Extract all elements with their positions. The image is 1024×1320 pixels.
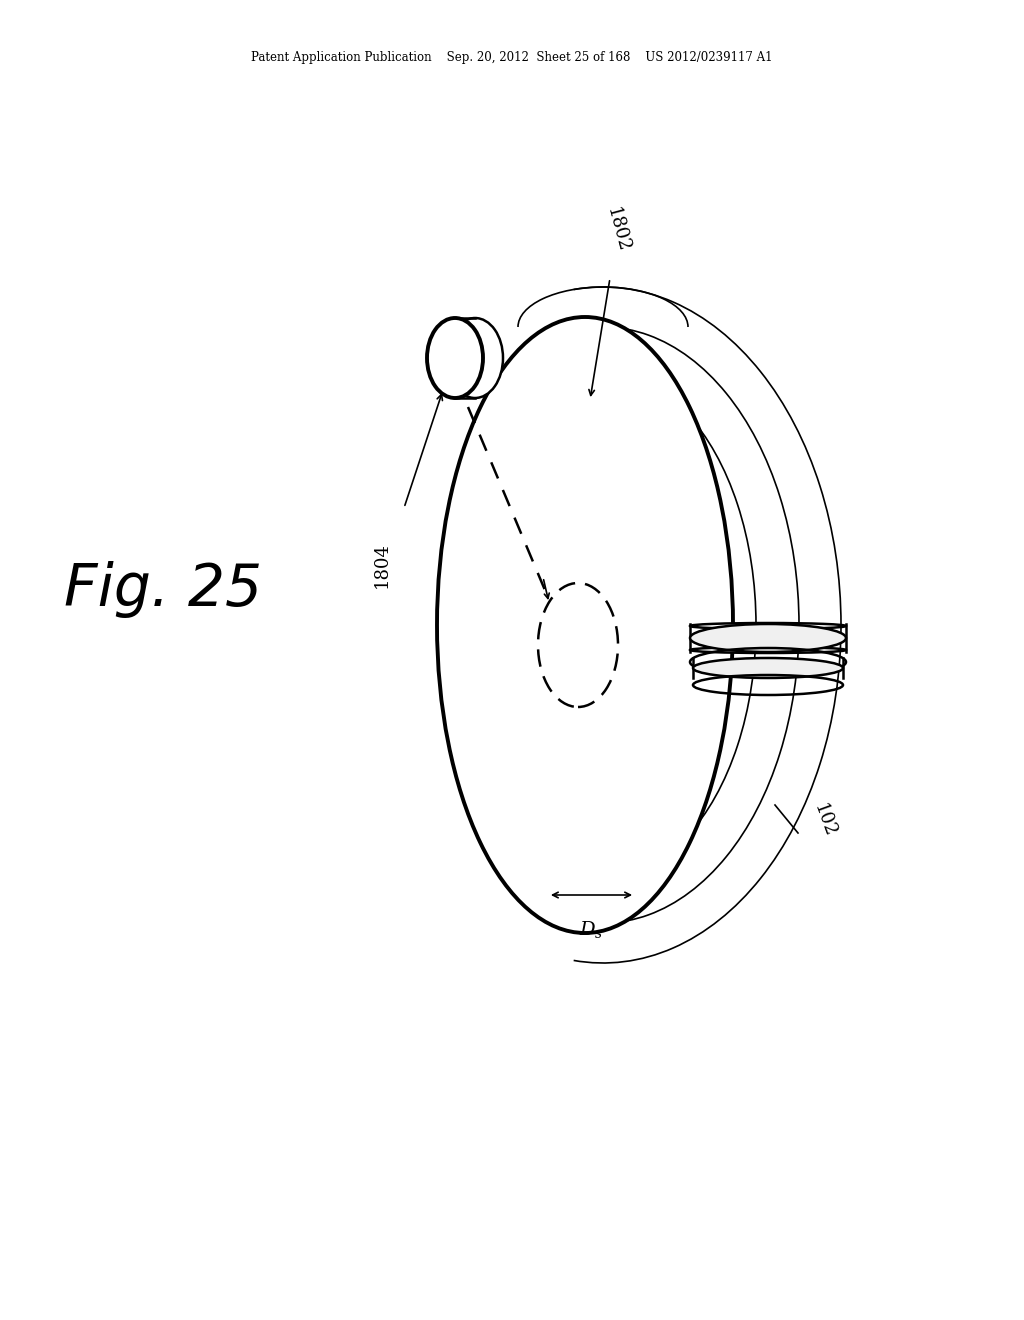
Ellipse shape [690, 647, 846, 653]
Text: Fig. 25: Fig. 25 [63, 561, 262, 619]
Text: $D_s$: $D_s$ [579, 920, 603, 940]
Text: 102: 102 [810, 801, 839, 840]
Ellipse shape [447, 318, 503, 399]
Text: 1802: 1802 [603, 206, 633, 255]
Ellipse shape [437, 317, 733, 933]
Text: 1804: 1804 [373, 543, 391, 587]
Ellipse shape [690, 624, 846, 652]
Ellipse shape [693, 657, 843, 678]
Ellipse shape [427, 318, 483, 399]
Text: Patent Application Publication    Sep. 20, 2012  Sheet 25 of 168    US 2012/0239: Patent Application Publication Sep. 20, … [251, 51, 773, 65]
Ellipse shape [690, 623, 846, 630]
